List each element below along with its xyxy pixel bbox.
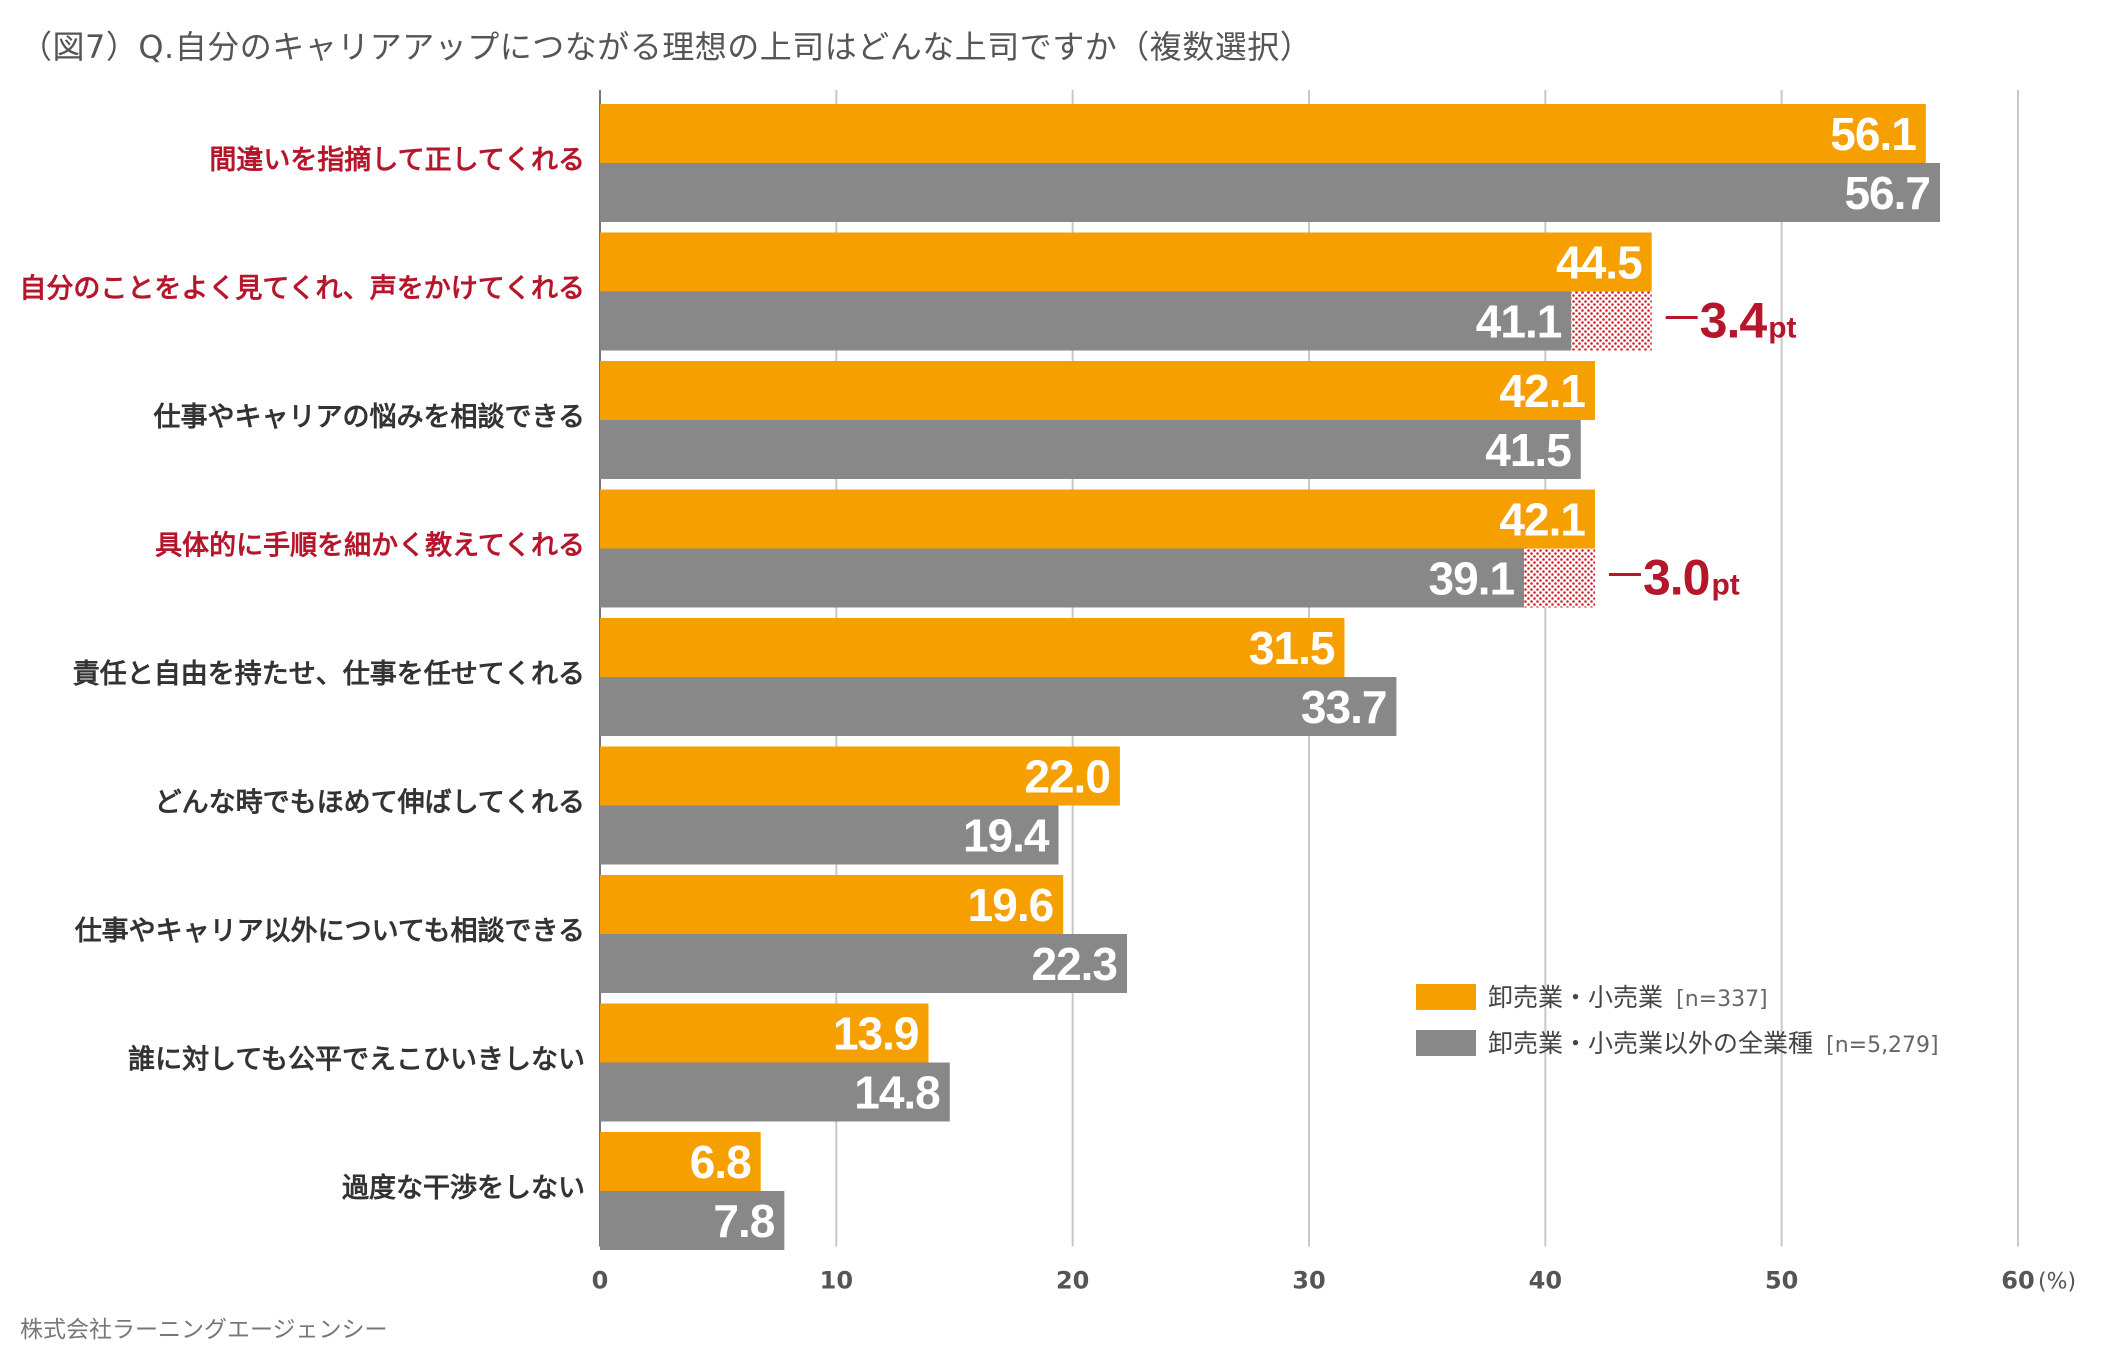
value-label-series1: 6.8 [690, 1136, 751, 1188]
x-axis: 0 10 20 30 40 50 60 (%) [592, 1267, 2076, 1295]
x-tick-label: 30 [1292, 1267, 1325, 1295]
value-label-series1: 56.1 [1830, 108, 1916, 160]
bar-series1 [600, 618, 1345, 677]
bar-series2 [600, 1191, 785, 1250]
value-label-series2: 33.7 [1301, 681, 1387, 733]
bar-series2 [600, 805, 1059, 865]
legend: 卸売業・小売業 [n=337] 卸売業・小売業以外の全業種 [n=5,279] [1416, 983, 1939, 1058]
bar-series1 [600, 1132, 761, 1191]
category-label: 過度な干渉をしない [342, 1172, 585, 1204]
x-tick-label: 60 [2001, 1267, 2034, 1295]
bar-series1 [600, 361, 1595, 420]
difference-gap [1571, 291, 1652, 351]
value-label-series2: 39.1 [1429, 553, 1515, 605]
bar-series2 [600, 291, 1572, 351]
bar-series1 [600, 104, 1926, 163]
bar-series2 [600, 420, 1581, 479]
bar-series1 [600, 489, 1595, 549]
chart-title: （図7）Q.自分のキャリアアップにつながる理想の上司はどんな上司ですか（複数選択… [20, 28, 1313, 66]
category-label: 間違いを指摘して正してくれる [209, 144, 585, 176]
x-tick-label: 0 [592, 1267, 609, 1295]
category-label: 責任と自由を持たせ、仕事を任せてくれる [73, 658, 585, 690]
bar-series1 [600, 232, 1652, 292]
value-label-series2: 41.5 [1485, 424, 1571, 476]
value-label-series2: 19.4 [963, 810, 1050, 862]
difference-label: 3.4pt [1700, 293, 1797, 349]
x-tick-label: 40 [1529, 1267, 1562, 1295]
legend-swatch-series1 [1416, 984, 1476, 1010]
x-tick-label: 50 [1765, 1267, 1798, 1295]
x-tick-label: 20 [1056, 1267, 1089, 1295]
bar-series1 [600, 875, 1064, 934]
value-label-series2: 41.1 [1476, 296, 1562, 348]
bar-series2 [600, 163, 1941, 222]
category-label: 仕事やキャリア以外についても相談できる [74, 915, 585, 947]
value-labels: 56.1 56.7 44.5 41.1 42.1 41.5 42.1 39.1 31.5 33.7… [690, 108, 1931, 1247]
bar-series2 [600, 1062, 950, 1122]
x-tick-label: 10 [820, 1267, 853, 1295]
value-label-series1: 42.1 [1499, 494, 1585, 546]
x-unit-label: (%) [2038, 1270, 2076, 1295]
difference-label: 3.0pt [1643, 550, 1740, 606]
footer-credit: 株式会社ラーニングエージェンシー [20, 1317, 388, 1343]
bar-series2 [600, 548, 1525, 608]
value-label-series1: 44.5 [1556, 237, 1642, 289]
category-label: 仕事やキャリアの悩みを相談できる [153, 401, 585, 433]
difference-gap [1524, 548, 1595, 608]
category-label: どんな時でもほめて伸ばしてくれる [155, 788, 585, 819]
difference-annotations: 3.4pt 3.0pt [1524, 291, 1797, 608]
legend-label-series2: 卸売業・小売業以外の全業種 [n=5,279] [1488, 1029, 1939, 1058]
bar-series1 [600, 746, 1120, 806]
bar-series2 [600, 677, 1397, 736]
value-label-series1: 19.6 [968, 879, 1054, 931]
bar-series2 [600, 934, 1128, 993]
category-label: 自分のことをよく見てくれ、声をかけてくれる [19, 273, 585, 305]
value-label-series2: 56.7 [1844, 167, 1930, 219]
value-label-series1: 13.9 [833, 1008, 919, 1060]
category-labels: 間違いを指摘して正してくれる自分のことをよく見てくれ、声をかけてくれる仕事やキャ… [19, 144, 585, 1204]
value-label-series2: 22.3 [1031, 938, 1117, 990]
legend-swatch-series2 [1416, 1030, 1476, 1056]
value-label-series2: 7.8 [713, 1195, 774, 1247]
legend-label-series1: 卸売業・小売業 [n=337] [1488, 983, 1768, 1012]
category-label: 誰に対しても公平でえこひいきしない [128, 1044, 585, 1076]
value-label-series1: 31.5 [1249, 622, 1335, 674]
bars [600, 104, 1941, 1250]
value-label-series2: 14.8 [854, 1067, 940, 1119]
value-label-series1: 22.0 [1024, 751, 1110, 803]
value-label-series1: 42.1 [1499, 365, 1585, 417]
bar-series1 [600, 1003, 929, 1063]
category-label: 具体的に手順を細かく教えてくれる [155, 530, 585, 562]
